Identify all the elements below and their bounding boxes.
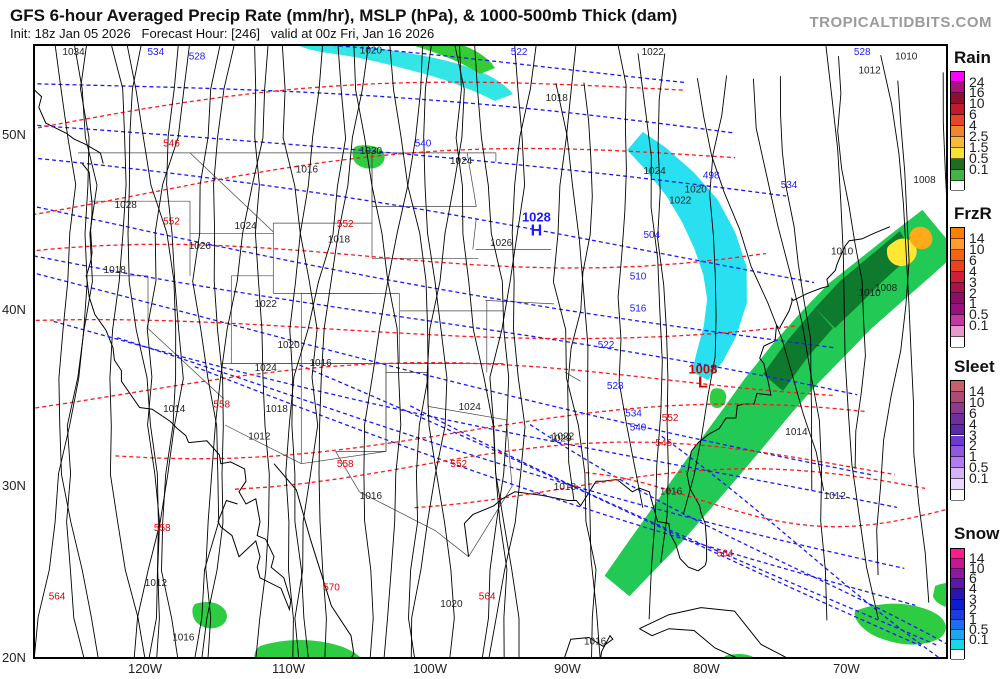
svg-text:558: 558 (213, 399, 230, 410)
svg-text:1024: 1024 (235, 221, 258, 232)
svg-text:522: 522 (598, 340, 615, 351)
svg-text:1008: 1008 (913, 175, 936, 186)
svg-text:1012: 1012 (248, 431, 271, 442)
svg-text:1008: 1008 (875, 283, 898, 294)
svg-text:1010: 1010 (831, 247, 854, 258)
svg-text:1020: 1020 (360, 46, 383, 56)
svg-text:540: 540 (630, 422, 647, 433)
svg-text:1014: 1014 (785, 427, 808, 438)
svg-text:1010: 1010 (895, 52, 918, 63)
svg-text:546: 546 (655, 438, 672, 449)
svg-text:570: 570 (323, 582, 340, 593)
svg-text:1016: 1016 (584, 636, 607, 647)
svg-text:1012: 1012 (859, 65, 882, 76)
svg-text:1020: 1020 (440, 599, 463, 610)
svg-text:1028: 1028 (522, 210, 551, 225)
svg-text:546: 546 (163, 139, 180, 150)
svg-text:534: 534 (625, 409, 642, 420)
svg-text:1026: 1026 (490, 238, 513, 249)
svg-text:552: 552 (450, 459, 467, 470)
svg-text:528: 528 (607, 381, 624, 392)
svg-text:498: 498 (703, 171, 720, 182)
svg-text:1018: 1018 (328, 235, 351, 246)
svg-text:540: 540 (415, 139, 432, 150)
svg-text:1016: 1016 (660, 486, 683, 497)
svg-text:558: 558 (337, 459, 354, 470)
svg-text:552: 552 (662, 413, 679, 424)
svg-text:1030: 1030 (360, 146, 383, 157)
svg-text:528: 528 (189, 52, 206, 63)
svg-text:552: 552 (163, 216, 180, 227)
svg-text:1016: 1016 (296, 164, 319, 175)
svg-text:564: 564 (479, 592, 496, 603)
svg-text:1016: 1016 (360, 491, 383, 502)
svg-text:552: 552 (337, 219, 354, 230)
svg-text:1020: 1020 (278, 340, 301, 351)
svg-text:1012: 1012 (824, 491, 847, 502)
svg-text:L: L (698, 374, 708, 391)
svg-text:534: 534 (781, 180, 798, 191)
svg-text:1022: 1022 (642, 47, 665, 58)
svg-text:1034: 1034 (62, 47, 85, 58)
svg-text:1018: 1018 (546, 93, 569, 104)
svg-text:1014: 1014 (163, 404, 186, 415)
svg-text:1016: 1016 (310, 358, 333, 369)
svg-text:H: H (531, 222, 543, 239)
svg-text:1022: 1022 (255, 299, 278, 310)
svg-text:522: 522 (511, 47, 528, 58)
svg-text:1016: 1016 (172, 633, 195, 644)
svg-text:1018: 1018 (266, 404, 289, 415)
svg-text:1018: 1018 (554, 482, 577, 493)
svg-text:1018: 1018 (104, 265, 127, 276)
svg-text:1008: 1008 (688, 362, 717, 377)
svg-text:1024: 1024 (255, 363, 278, 374)
svg-text:1024: 1024 (450, 156, 473, 167)
svg-text:1022: 1022 (669, 195, 692, 206)
svg-text:1026: 1026 (189, 241, 212, 252)
svg-text:564: 564 (49, 592, 66, 603)
svg-text:534: 534 (148, 47, 165, 58)
svg-text:1024: 1024 (644, 166, 667, 177)
svg-text:516: 516 (630, 303, 647, 314)
svg-text:1020: 1020 (685, 184, 708, 195)
svg-text:504: 504 (644, 230, 661, 241)
svg-text:1028: 1028 (115, 200, 138, 211)
svg-text:1029: 1029 (549, 433, 572, 444)
svg-text:510: 510 (630, 271, 647, 282)
svg-text:558: 558 (154, 523, 171, 534)
svg-text:1024: 1024 (459, 402, 482, 413)
svg-text:564: 564 (717, 549, 734, 560)
svg-text:1012: 1012 (145, 578, 168, 589)
svg-text:528: 528 (854, 47, 871, 58)
